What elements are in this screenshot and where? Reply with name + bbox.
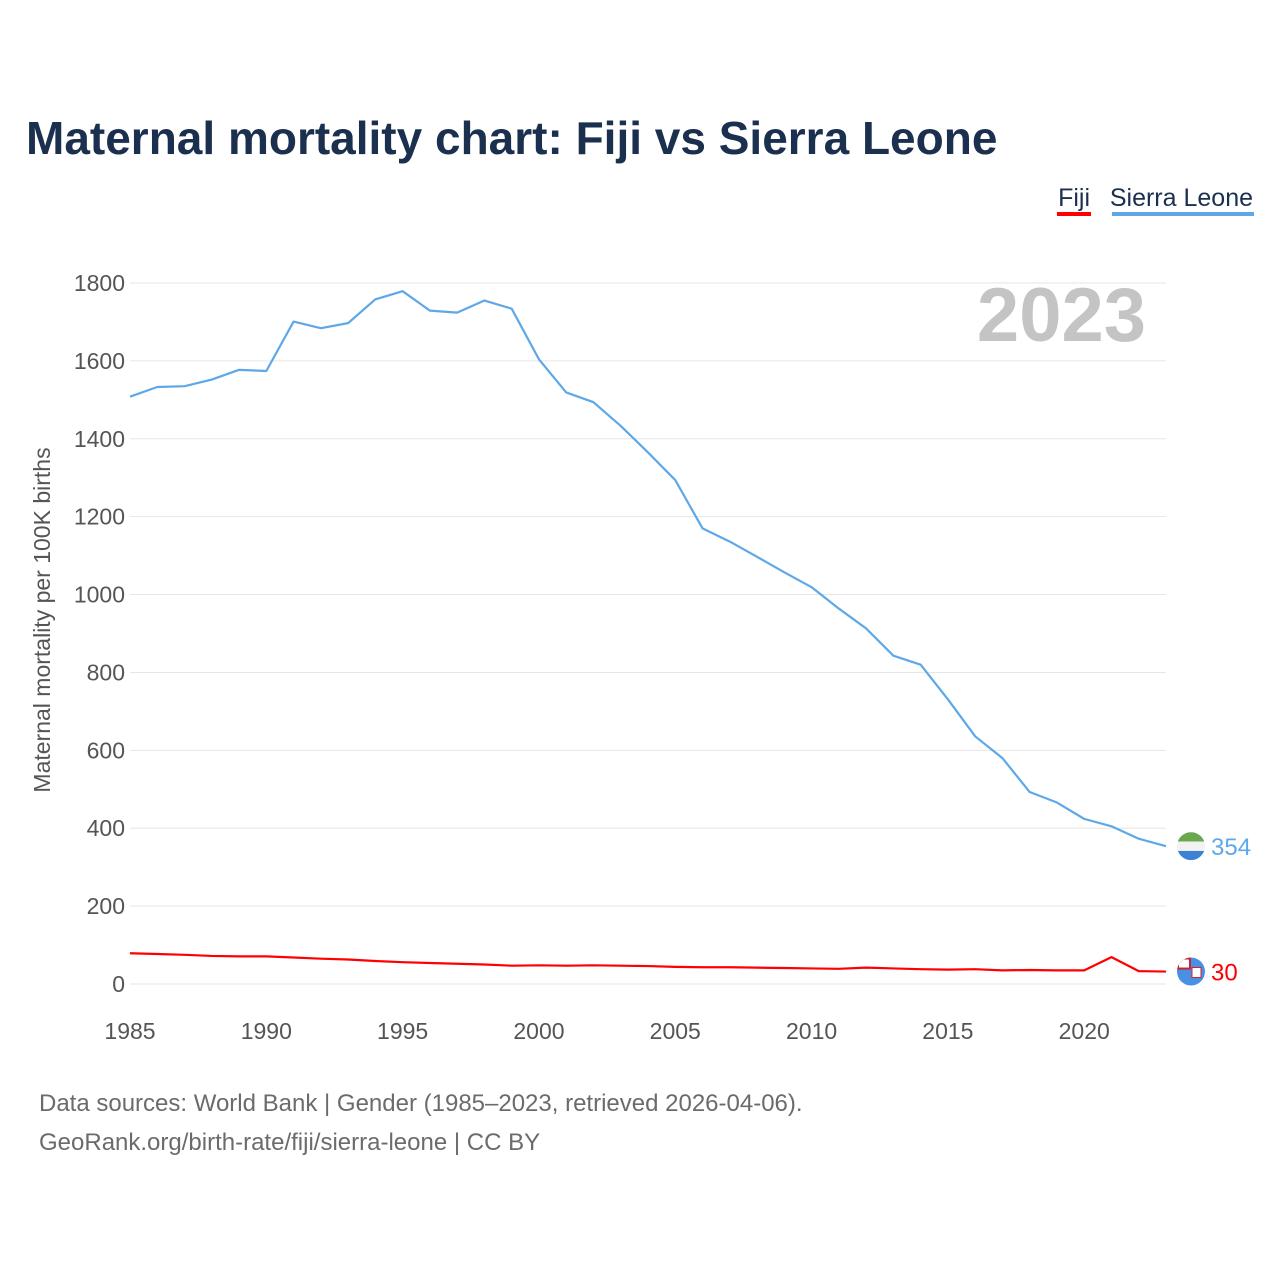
source-url[interactable]: GeoRank.org/birth-rate/fiji/sierra-leone… (39, 1129, 540, 1156)
x-tick-label: 1995 (377, 1018, 428, 1044)
fiji-flag-icon (1177, 957, 1205, 986)
y-tick-label: 1200 (74, 504, 125, 530)
series-end-markers: 30 354 (1177, 832, 1251, 987)
end-value-fiji: 30 (1211, 960, 1238, 987)
y-axis-ticks: 0 200 400 600 800 1000 1200 1400 1600 1800 (74, 270, 125, 997)
x-axis-ticks: 1985 1990 1995 2000 2005 2010 2015 2020 (104, 1018, 1109, 1044)
y-tick-label: 1800 (74, 270, 125, 296)
y-tick-label: 800 (87, 659, 125, 685)
legend-item-fiji[interactable]: Fiji (1058, 184, 1090, 212)
legend-swatch-fiji (1057, 212, 1091, 216)
y-tick-label: 0 (112, 971, 125, 997)
legend-swatch-sierra-leone (1112, 212, 1254, 216)
x-tick-label: 1985 (104, 1018, 155, 1044)
y-tick-label: 400 (87, 815, 125, 841)
y-tick-label: 600 (87, 737, 125, 763)
y-tick-label: 1400 (74, 426, 125, 452)
y-tick-label: 1600 (74, 348, 125, 374)
y-tick-label: 1000 (74, 582, 125, 608)
series-lines (129, 290, 1167, 973)
x-tick-label: 1990 (241, 1018, 292, 1044)
end-value-sierra-leone: 354 (1211, 834, 1251, 861)
current-year-label: 2023 (977, 273, 1146, 358)
series-line-fiji[interactable] (129, 952, 1167, 973)
x-tick-label: 2015 (922, 1018, 973, 1044)
x-tick-label: 2010 (786, 1018, 837, 1044)
chart-title: Maternal mortality chart: Fiji vs Sierra… (26, 112, 997, 164)
legend-item-sierra-leone[interactable]: Sierra Leone (1110, 184, 1253, 212)
series-line-sierra-leone[interactable] (129, 290, 1167, 848)
legend: Fiji Sierra Leone (1057, 184, 1254, 216)
source-text: Data sources: World Bank | Gender (1985–… (39, 1090, 803, 1117)
x-tick-label: 2020 (1059, 1018, 1110, 1044)
x-tick-label: 2005 (650, 1018, 701, 1044)
grid (130, 282, 1166, 985)
x-tick-label: 2000 (513, 1018, 564, 1044)
y-axis-label: Maternal mortality per 100K births (29, 447, 55, 792)
y-tick-label: 200 (87, 893, 125, 919)
sierra-leone-flag-icon (1177, 832, 1205, 861)
